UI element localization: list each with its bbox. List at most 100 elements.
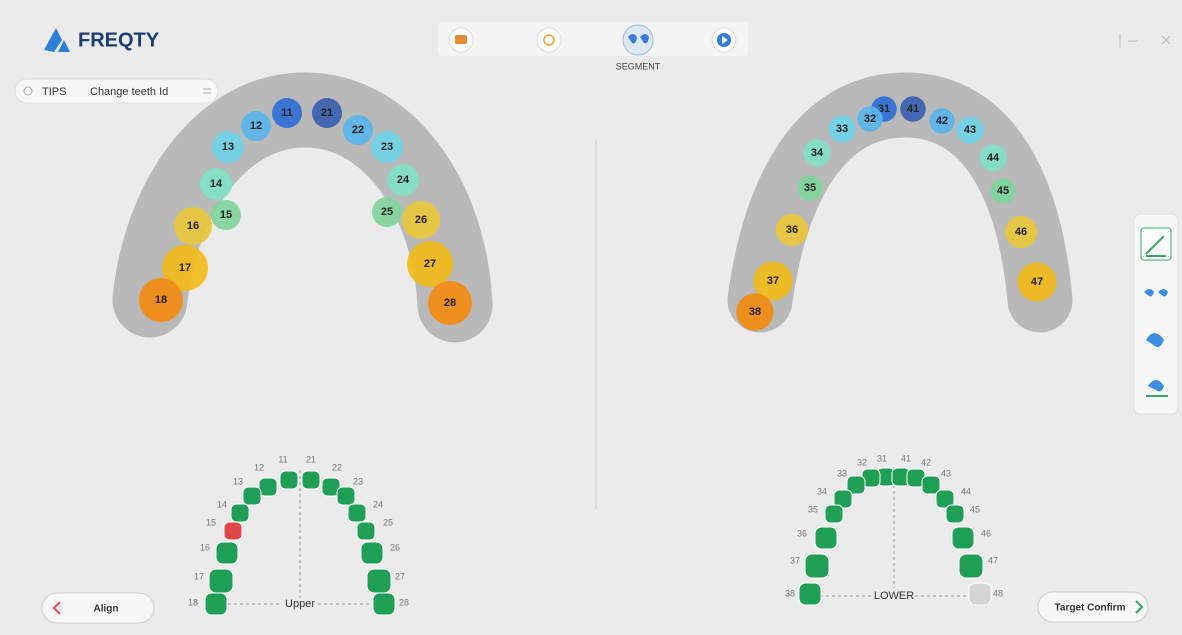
chart-tooth[interactable] [814, 526, 838, 550]
tooth [402, 201, 440, 239]
tool-delete[interactable] [1146, 333, 1164, 348]
tips-text: Change teeth Id [90, 86, 168, 98]
tooth [736, 293, 774, 331]
chart-tooth[interactable] [230, 503, 250, 523]
chart-tooth-label: 32 [857, 457, 867, 467]
chart-tooth-label: 21 [306, 454, 316, 464]
chart-tooth-label: 48 [993, 588, 1003, 598]
chart-tooth-label: 12 [254, 462, 264, 472]
tooth-label: 17 [179, 262, 191, 274]
tooth-label: 33 [836, 123, 848, 135]
chart-tooth[interactable] [968, 582, 992, 606]
tooth [387, 164, 419, 196]
chart-tooth[interactable] [921, 475, 941, 495]
tooth [371, 131, 403, 163]
chart-tooth-label: 18 [188, 597, 198, 607]
chart-tooth[interactable] [336, 486, 356, 506]
chart-tooth-label: 25 [383, 517, 393, 527]
chart-tooth-label: 24 [373, 499, 383, 509]
chart-tooth[interactable] [935, 489, 955, 509]
tooth [979, 144, 1007, 172]
tips-dropdown[interactable] [14, 78, 219, 104]
tooth [343, 115, 373, 145]
tooth-label: 26 [415, 214, 427, 226]
tooth [797, 175, 823, 201]
chart-tooth-label: 44 [961, 486, 971, 496]
tooth [857, 106, 883, 132]
tooth-label: 32 [864, 113, 876, 125]
chart-tooth-label: 14 [217, 499, 227, 509]
chart-tooth-label: 47 [988, 555, 998, 565]
tooth-label: 46 [1015, 226, 1027, 238]
chart-tooth-label: 11 [278, 454, 287, 464]
tooth-label: 37 [767, 275, 779, 287]
step-segment[interactable] [622, 24, 654, 56]
chart-guides [228, 467, 970, 605]
chart-tooth[interactable] [372, 592, 396, 616]
logo-icon [44, 28, 70, 52]
chart-tooth[interactable] [846, 475, 866, 495]
tool-split[interactable] [1144, 289, 1168, 297]
lower-chart-title: LOWER [874, 590, 914, 602]
tooth-label: 36 [786, 224, 798, 236]
tooth [162, 245, 208, 291]
chart-tooth[interactable] [951, 526, 975, 550]
chart-tooth[interactable] [242, 486, 262, 506]
step-buttons [448, 24, 737, 56]
step-label: SEGMENT [616, 61, 661, 71]
tooth [956, 116, 984, 144]
tooth [372, 197, 402, 227]
tooth-label: 23 [381, 141, 393, 153]
tooth-label: 13 [222, 141, 234, 153]
chart-tooth-label: 27 [395, 571, 405, 581]
chart-tooth[interactable] [301, 470, 321, 490]
chart-tooth-label: 43 [941, 468, 951, 478]
step-axis[interactable] [536, 27, 562, 53]
tooth [929, 108, 955, 134]
tool-panel [1133, 213, 1179, 415]
tooth [312, 98, 342, 128]
chart-tooth-label: 37 [790, 555, 800, 565]
tooth-label: 35 [804, 182, 816, 194]
chart-tooth[interactable] [958, 553, 984, 579]
tooth-label: 28 [444, 297, 456, 309]
chart-tooth-label: 36 [797, 528, 807, 538]
chart-tooth[interactable] [215, 541, 239, 565]
chart-tooth[interactable] [798, 582, 822, 606]
tooth [428, 281, 472, 325]
chart-tooth[interactable] [804, 553, 830, 579]
chart-tooth-label: 28 [399, 597, 409, 607]
chart-tooth-label: 38 [785, 588, 795, 598]
chart-tooth-label: 41 [901, 453, 911, 463]
chart-tooth[interactable] [347, 503, 367, 523]
tooth-label: 14 [210, 178, 223, 190]
chart-tooth[interactable] [945, 504, 965, 524]
chart-tooth[interactable] [258, 477, 278, 497]
chart-tooth[interactable] [356, 521, 376, 541]
chart-tooth[interactable] [279, 470, 299, 490]
tooth [272, 98, 302, 128]
chart-tooth[interactable] [366, 568, 392, 594]
target-confirm-label: Target Confirm [1055, 603, 1126, 614]
dropdown-arrow [203, 88, 211, 94]
tooth [990, 178, 1016, 204]
chart-tooth[interactable] [360, 541, 384, 565]
align-button[interactable] [41, 592, 155, 624]
tooth-label: 21 [321, 107, 333, 119]
tips-label: TIPS [42, 86, 66, 98]
tooth [139, 278, 183, 322]
tooth [200, 168, 232, 200]
chart-tooth[interactable] [204, 592, 228, 616]
tooth-label: 31 [878, 103, 890, 115]
tooth-label: 47 [1031, 276, 1043, 288]
target-confirm-button[interactable] [1037, 591, 1149, 623]
chart-tooth-label: 13 [233, 476, 243, 486]
chart-tooth[interactable] [208, 568, 234, 594]
chart-tooth[interactable] [824, 504, 844, 524]
tooth-label: 25 [381, 206, 393, 218]
upper-chart-title: Upper [285, 598, 315, 610]
chart-tooth[interactable] [223, 521, 243, 541]
chart-tooth-label: 45 [970, 504, 980, 514]
tool-tooth[interactable] [1148, 380, 1164, 392]
window-controls[interactable] [1119, 34, 1171, 48]
